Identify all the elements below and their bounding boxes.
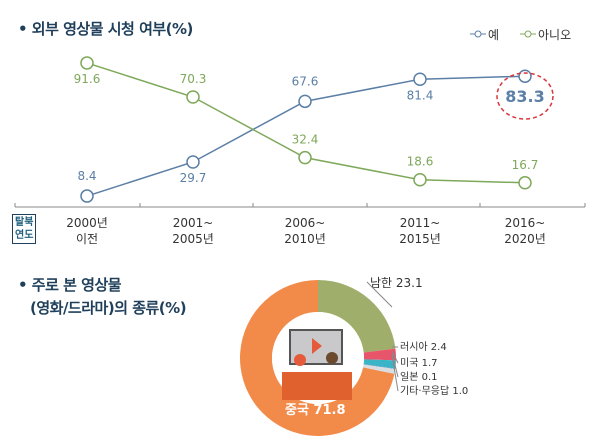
data-point <box>518 176 532 190</box>
data-label: 70.3 <box>180 72 207 86</box>
highlight-circle <box>496 72 554 120</box>
x-tick-label: 2000년 <box>66 216 108 230</box>
slice-label: 일본 0.1 <box>400 371 437 383</box>
slice <box>363 359 396 369</box>
data-label: 32.4 <box>292 133 319 147</box>
pie-chart-title-line2: (영화/드라마)의 종류(%) <box>30 299 187 317</box>
data-label: 67.6 <box>292 74 319 88</box>
data-label: 18.6 <box>407 155 434 169</box>
slice-label: 미국 1.7 <box>400 357 437 369</box>
data-point <box>413 172 427 187</box>
slice <box>240 280 395 436</box>
data-label: 81.4 <box>407 88 434 102</box>
data-point <box>413 72 427 87</box>
data-label: 8.4 <box>77 169 96 183</box>
line-chart-title: • 외부 영상물 시청 여부(%) <box>18 20 193 38</box>
leader-line <box>391 352 399 378</box>
x-tick-label: 2011~ <box>400 216 441 230</box>
x-tick-label: 이전 <box>76 232 98 246</box>
x-tick-label: 2001~ <box>173 216 214 230</box>
data-point <box>518 69 532 83</box>
x-tick-label: 2016~ <box>505 216 546 230</box>
legend-yes: 예 <box>488 28 500 42</box>
data-point <box>80 56 94 70</box>
data-point <box>186 90 200 104</box>
data-label: 83.3 <box>505 87 544 106</box>
leader-line <box>391 350 399 364</box>
data-point <box>298 94 312 109</box>
x-tick-label: 2005년 <box>172 232 214 246</box>
pie-chart-title-line1: • 주로 본 영상물 <box>18 276 122 294</box>
slice-label: 남한 23.1 <box>370 276 423 290</box>
slice-label: 러시아 2.4 <box>400 341 447 353</box>
play-icon <box>312 338 322 354</box>
legend-no: 아니오 <box>538 28 572 42</box>
x-tick-label: 2010년 <box>284 232 326 246</box>
slice <box>363 348 396 361</box>
axis-label-line2: 연도 <box>15 230 34 241</box>
slice <box>363 364 396 374</box>
data-label: 29.7 <box>180 171 207 185</box>
axis-label-line1: 탈북 <box>15 217 34 228</box>
slice <box>318 280 396 353</box>
data-label: 16.7 <box>512 158 539 172</box>
person-icon <box>294 354 306 366</box>
person-icon <box>326 352 338 364</box>
slice-label: 중국 71.8 <box>285 403 346 418</box>
leader-line <box>366 281 393 308</box>
slice-label: 기타·무응답 1.0 <box>400 385 468 397</box>
data-point <box>186 155 200 169</box>
axis-label-box: 탈북 연도 <box>12 214 37 244</box>
data-point <box>80 189 94 203</box>
data-label: 91.6 <box>74 72 101 86</box>
sofa-icon <box>282 372 352 400</box>
x-tick-label: 2020년 <box>504 232 546 246</box>
leader-line <box>391 354 399 392</box>
x-tick-label: 2006~ <box>285 216 326 230</box>
x-tick-label: 2015년 <box>399 232 441 246</box>
data-point <box>298 150 312 165</box>
slice <box>363 364 396 370</box>
